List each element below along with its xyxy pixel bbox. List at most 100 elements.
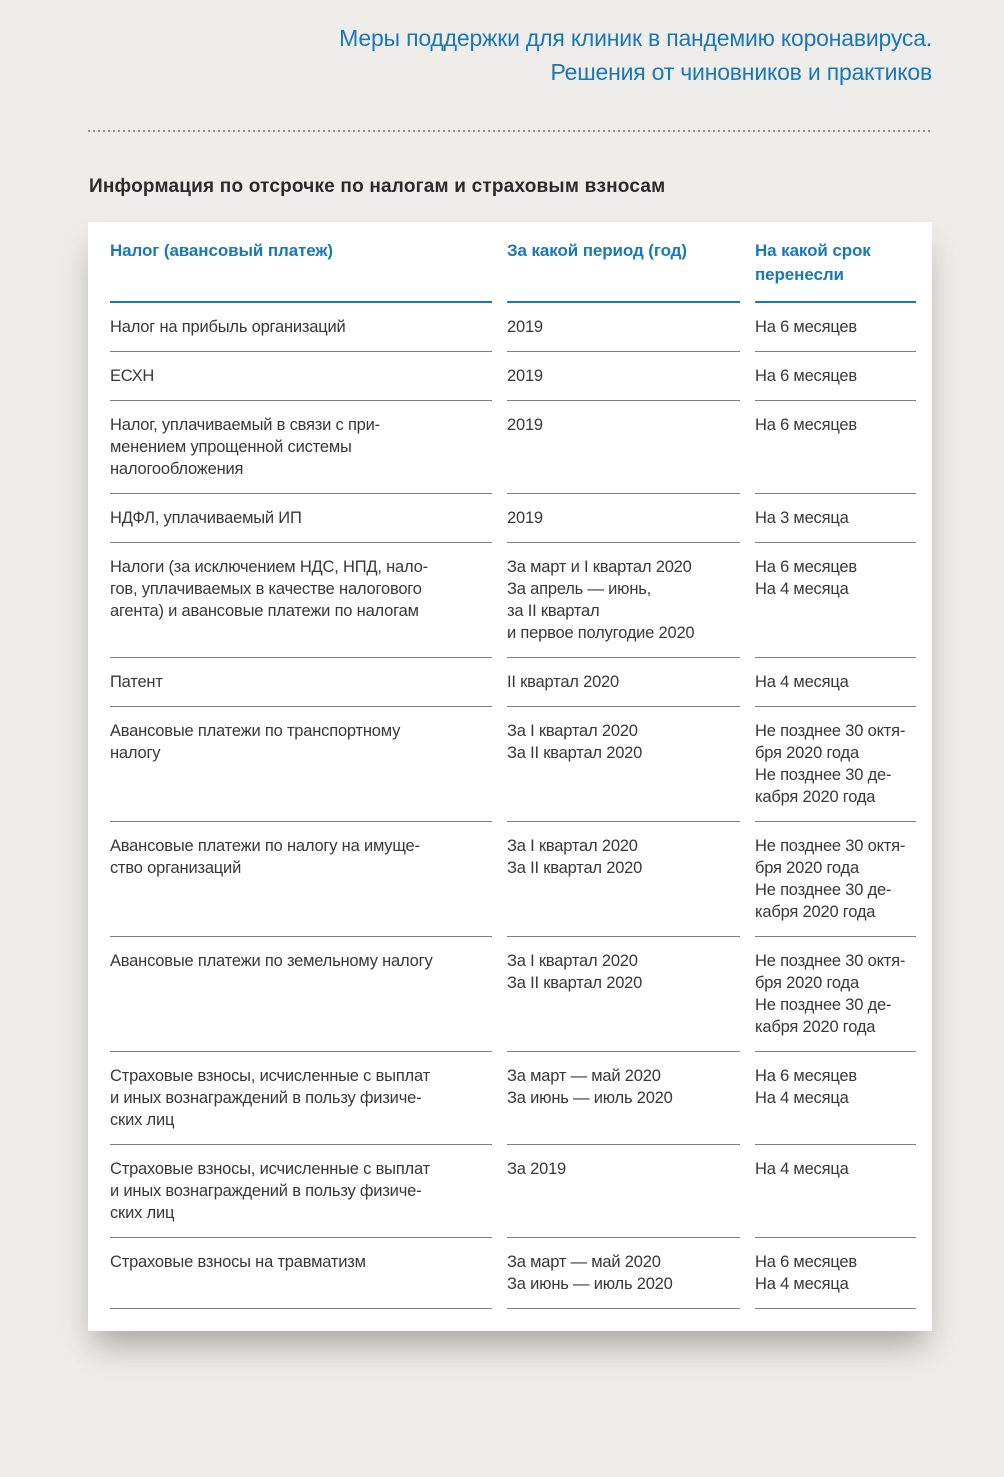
table-cell-tax: Страховые взносы на травматизм	[110, 1238, 492, 1309]
column-header-tax: Налог (авансовый платеж)	[110, 222, 492, 303]
table-cell-tax: Страховые взносы, исчисленные с выплат и …	[110, 1052, 492, 1145]
cell-line: ских лиц	[110, 1204, 175, 1222]
cell-line: На 6 месяцев	[755, 367, 857, 385]
cell-line: перенесли	[755, 265, 844, 284]
table-cell-term: Не позднее 30 октя-бря 2020 года Не поздн…	[755, 707, 916, 822]
table-cell-period: За I квартал 2020 За II квартал 2020	[507, 822, 740, 937]
table-cell-period: II квартал 2020	[507, 658, 740, 707]
cell-line: Страховые взносы, исчисленные с выплат	[110, 1067, 430, 1085]
cell-line: Не позднее 30 октя-	[755, 722, 906, 740]
cell-line: На 4 месяца	[755, 580, 849, 598]
cell-line: За 2019	[507, 1160, 567, 1178]
cell-line: ЕСХН	[110, 367, 155, 385]
cell-line: кабря 2020 года	[755, 1018, 876, 1036]
cell-line: 2019	[507, 509, 543, 527]
cell-line: За II квартал 2020	[507, 859, 643, 877]
cell-line: На 6 месяцев	[755, 1067, 857, 1085]
cell-line: За II квартал 2020	[507, 744, 643, 762]
cell-line: бря 2020 года	[755, 744, 859, 762]
table-cell-term: На 6 месяцев На 4 месяца	[755, 543, 916, 658]
cell-line: Не позднее 30 де-	[755, 996, 892, 1014]
table-cell-tax: Авансовые платежи по налогу на имуще-ств…	[110, 822, 492, 937]
cell-line: налогу	[110, 744, 161, 762]
cell-line: На 3 месяца	[755, 509, 849, 527]
table-cell-term: На 6 месяцев На 4 месяца	[755, 1052, 916, 1145]
cell-line: Не позднее 30 де-	[755, 766, 892, 784]
cell-line: За апрель — июнь,	[507, 580, 652, 598]
cell-line: Налог, уплачиваемый в связи с при-	[110, 416, 380, 434]
cell-line: Не позднее 30 октя-	[755, 952, 906, 970]
cell-line: На 4 месяца	[755, 1089, 849, 1107]
table-cell-period: За март — май 2020 За июнь — июль 2020	[507, 1052, 740, 1145]
table-cell-period: 2019	[507, 352, 740, 401]
cell-line: На 4 месяца	[755, 673, 849, 691]
cell-line: Авансовые платежи по налогу на имуще-	[110, 837, 420, 855]
table-cell-term: На 6 месяцев	[755, 352, 916, 401]
document-title: Меры поддержки для клиник в пандемию кор…	[339, 21, 932, 89]
cell-line: За I квартал 2020	[507, 837, 638, 855]
cell-line: За II квартал 2020	[507, 974, 643, 992]
cell-line: ство организаций	[110, 859, 242, 877]
table-cell-tax: ЕСХН	[110, 352, 492, 401]
cell-line: За март и I квартал 2020	[507, 558, 692, 576]
dotted-divider	[88, 130, 932, 132]
table-cell-term: Не позднее 30 октя-бря 2020 года Не поздн…	[755, 822, 916, 937]
cell-line: На 4 месяца	[755, 1160, 849, 1178]
cell-line: За I квартал 2020	[507, 722, 638, 740]
cell-line: За I квартал 2020	[507, 952, 638, 970]
cell-line: бря 2020 года	[755, 859, 859, 877]
table-cell-tax: НДФЛ, уплачиваемый ИП	[110, 494, 492, 543]
cell-line: За март — май 2020	[507, 1067, 661, 1085]
cell-line: За июнь — июль 2020	[507, 1089, 673, 1107]
cell-line: и первое полугодие 2020	[507, 624, 695, 642]
table-cell-period: 2019	[507, 303, 740, 352]
table-cell-term: На 3 месяца	[755, 494, 916, 543]
cell-line: 2019	[507, 318, 543, 336]
cell-line: и иных вознаграждений в пользу физиче-	[110, 1089, 422, 1107]
section-heading: Информация по отсрочке по налогам и стра…	[89, 176, 666, 197]
table-cell-tax: Страховые взносы, исчисленные с выплат и …	[110, 1145, 492, 1238]
cell-line: Авансовые платежи по земельному налогу	[110, 952, 433, 970]
tax-deferral-table: Налог (авансовый платеж) За какой период …	[110, 222, 916, 1309]
table-cell-period: За I квартал 2020 За II квартал 2020	[507, 707, 740, 822]
cell-line: Страховые взносы на травматизм	[110, 1253, 366, 1271]
table-cell-period: За март и I квартал 2020 За апрель — июнь…	[507, 543, 740, 658]
table-cell-tax: Авансовые платежи по земельному налогу	[110, 937, 492, 1052]
document-title-line2: Решения от чиновников и практиков	[550, 59, 933, 85]
document-title-line1: Меры поддержки для клиник в пандемию кор…	[339, 25, 932, 51]
cell-line: и иных вознаграждений в пользу физиче-	[110, 1182, 422, 1200]
cell-line: гов, уплачиваемых в качестве налогового	[110, 580, 422, 598]
cell-line: За март — май 2020	[507, 1253, 661, 1271]
cell-line: агента) и авансовые платежи по налогам	[110, 602, 419, 620]
cell-line: За какой период (год)	[507, 241, 687, 260]
cell-line: менением упрощенной системы	[110, 438, 352, 456]
table-cell-tax: Налоги (за исключением НДС, НПД, нало-го…	[110, 543, 492, 658]
column-header-period: За какой период (год)	[507, 222, 740, 303]
table-cell-period: За I квартал 2020 За II квартал 2020	[507, 937, 740, 1052]
cell-line: кабря 2020 года	[755, 788, 876, 806]
cell-line: На какой срок	[755, 241, 871, 260]
cell-line: кабря 2020 года	[755, 903, 876, 921]
table-cell-term: Не позднее 30 октя-бря 2020 года Не поздн…	[755, 937, 916, 1052]
cell-line: Патент	[110, 673, 163, 691]
cell-line: 2019	[507, 367, 543, 385]
table-cell-period: За 2019	[507, 1145, 740, 1238]
cell-line: Налог на прибыль организаций	[110, 318, 346, 336]
cell-line: бря 2020 года	[755, 974, 859, 992]
table-cell-period: 2019	[507, 494, 740, 543]
cell-line: За июнь — июль 2020	[507, 1275, 673, 1293]
table-cell-tax: Авансовые платежи по транспортному налогу	[110, 707, 492, 822]
table-cell-term: На 4 месяца	[755, 1145, 916, 1238]
cell-line: Налог (авансовый платеж)	[110, 241, 333, 260]
cell-line: Авансовые платежи по транспортному	[110, 722, 401, 740]
table-cell-term: На 6 месяцев На 4 месяца	[755, 1238, 916, 1309]
cell-line: ских лиц	[110, 1111, 175, 1129]
cell-line: На 6 месяцев	[755, 318, 857, 336]
table-cell-term: На 6 месяцев	[755, 303, 916, 352]
cell-line: Страховые взносы, исчисленные с выплат	[110, 1160, 430, 1178]
cell-line: На 6 месяцев	[755, 1253, 857, 1271]
cell-line: 2019	[507, 416, 543, 434]
cell-line: Не позднее 30 октя-	[755, 837, 906, 855]
column-header-term: На какой срок перенесли	[755, 222, 916, 303]
table-cell-period: За март — май 2020 За июнь — июль 2020	[507, 1238, 740, 1309]
